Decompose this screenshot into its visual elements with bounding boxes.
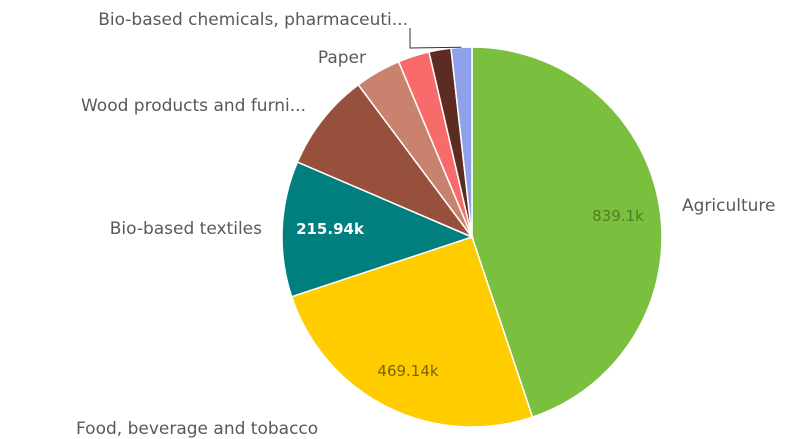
pie-slice-3[interactable] bbox=[281, 161, 475, 298]
value-label-3: 215.94k bbox=[296, 220, 365, 238]
pie-slice-2[interactable] bbox=[290, 236, 534, 428]
category-label-8: Bio-based chemicals, pharmaceuti... bbox=[98, 10, 408, 30]
value-label-1: 839.1k bbox=[592, 207, 644, 225]
category-label-4: Wood products and furni... bbox=[81, 96, 306, 116]
category-label-2: Food, beverage and tobacco bbox=[76, 419, 318, 439]
leader-line-chemicals bbox=[409, 28, 462, 49]
pie-slice-4[interactable] bbox=[296, 83, 475, 239]
category-label-5: Paper bbox=[318, 48, 366, 68]
pie-slice-1[interactable] bbox=[471, 46, 663, 419]
value-label-2: 469.14k bbox=[377, 362, 438, 380]
category-label-1: Agriculture bbox=[682, 196, 776, 216]
category-label-3: Bio-based textiles bbox=[110, 219, 262, 239]
